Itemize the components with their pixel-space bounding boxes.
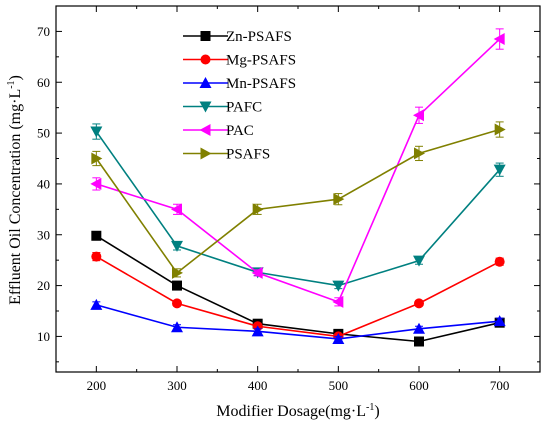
series-line xyxy=(95,255,501,338)
data-point xyxy=(171,321,183,333)
x-tick-label: 500 xyxy=(329,378,349,393)
data-point xyxy=(91,230,102,241)
y-tick-label: 10 xyxy=(37,329,50,344)
series-line xyxy=(96,304,500,340)
data-point xyxy=(172,298,182,309)
data-point xyxy=(414,147,425,160)
x-axis-title: Modifier Dosage(mg·L-1) xyxy=(216,402,379,420)
x-tick-label: 300 xyxy=(167,378,187,393)
legend-label: PAC xyxy=(226,123,254,139)
data-point xyxy=(333,193,345,206)
legend-label: PAFC xyxy=(226,100,262,116)
y-axis-ticks: 10 20 30 40 50 60 70 xyxy=(37,5,540,363)
y-tick-label: 50 xyxy=(37,126,50,141)
series-line xyxy=(95,128,500,275)
series-zn-psafs xyxy=(91,230,505,347)
y-tick-label: 40 xyxy=(37,176,50,191)
x-axis-ticks: 200 300 400 500 600 700 xyxy=(87,6,541,393)
data-point xyxy=(91,251,102,262)
y-axis-title: Effluent Oil Concentration (mg·L-1) xyxy=(6,75,24,305)
y-tick-label: 70 xyxy=(37,24,50,39)
data-point xyxy=(251,325,264,337)
legend-item-mg-psafs: Mg-PSAFS xyxy=(183,53,296,69)
y-tick-label: 60 xyxy=(37,75,50,90)
data-point xyxy=(493,164,506,176)
x-tick-label: 400 xyxy=(248,378,268,393)
data-point xyxy=(332,332,345,344)
data-point xyxy=(90,177,102,190)
legend-marker xyxy=(199,77,212,88)
legend-marker xyxy=(200,54,211,65)
legend-marker xyxy=(200,31,211,41)
data-point xyxy=(413,255,425,267)
series-psafs xyxy=(91,121,506,279)
y-tick-label: 20 xyxy=(37,278,50,293)
legend-item-zn-psafs: Zn-PSAFS xyxy=(183,29,292,45)
legend: Zn-PSAFS Mg-PSAFS Mn-PSAFS PAFC PAC PSAFS xyxy=(183,29,296,163)
data-point xyxy=(251,266,263,279)
legend-label: PSAFS xyxy=(226,147,270,163)
data-point xyxy=(172,266,183,279)
legend-item-pafc: PAFC xyxy=(183,100,262,116)
data-point xyxy=(414,336,424,347)
legend-marker xyxy=(199,101,212,113)
data-point xyxy=(493,315,506,327)
series-mg-psafs xyxy=(91,251,505,342)
data-point xyxy=(413,109,424,122)
x-tick-label: 700 xyxy=(490,378,510,393)
legend-marker xyxy=(199,124,211,136)
data-point xyxy=(172,280,182,291)
y-tick-label: 30 xyxy=(37,227,50,242)
data-point xyxy=(252,203,264,216)
x-tick-label: 600 xyxy=(409,378,429,393)
data-point xyxy=(494,256,505,267)
data-point xyxy=(171,203,182,216)
data-point xyxy=(414,298,424,309)
data-point xyxy=(91,152,103,165)
data-point xyxy=(413,322,425,334)
legend-item-psafs: PSAFS xyxy=(183,147,270,163)
series-line xyxy=(96,38,501,303)
series-line xyxy=(95,131,501,287)
data-point xyxy=(332,295,344,308)
series-pafc xyxy=(90,123,506,292)
x-tick-label: 200 xyxy=(87,378,107,393)
data-point xyxy=(493,33,505,46)
legend-item-mn-psafs: Mn-PSAFS xyxy=(183,76,296,92)
data-point xyxy=(494,123,506,136)
data-point xyxy=(90,126,103,138)
legend-label: Mn-PSAFS xyxy=(226,76,296,92)
data-point xyxy=(90,298,103,310)
data-point xyxy=(332,280,345,292)
series-mn-psafs xyxy=(90,298,506,344)
plot-frame xyxy=(55,5,541,373)
legend-marker xyxy=(200,147,212,160)
series-line xyxy=(95,235,500,343)
legend-label: Zn-PSAFS xyxy=(226,29,292,45)
data-point xyxy=(171,240,183,252)
series-layer xyxy=(90,28,506,347)
legend-label: Mg-PSAFS xyxy=(226,53,296,69)
series-pac xyxy=(90,28,505,308)
legend-item-pac: PAC xyxy=(183,123,254,139)
